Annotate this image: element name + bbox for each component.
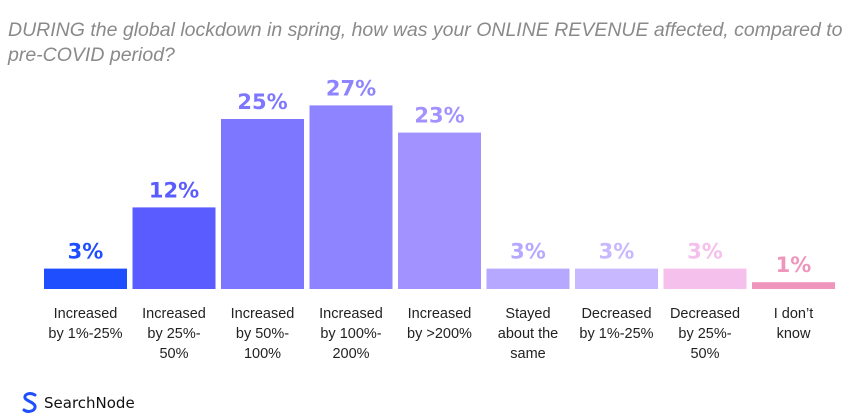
value-label-9: 1% [776,253,812,277]
value-label-1: 3% [68,240,104,264]
bar-4 [309,105,393,290]
category-label-8: Decreased by 25%-50% [670,306,740,362]
bar-2 [132,207,216,289]
category-label-4: Increased by 100%-200% [319,306,383,362]
category-label-2: Increased by 25%-50% [142,306,206,362]
bar-5 [398,132,481,289]
value-label-4: 27% [326,76,376,100]
category-label-9: I don’t know [774,306,814,342]
value-label-3: 25% [237,90,287,114]
value-label-6: 3% [510,240,546,264]
bar-8 [663,268,747,289]
bar-3 [221,119,304,289]
searchnode-logo-icon [22,392,37,413]
value-label-8: 3% [687,240,723,264]
bar-9 [752,282,835,289]
category-label-5: Increased by >200% [407,306,472,342]
bar-6 [486,268,570,289]
bar-1 [44,268,127,289]
value-label-5: 23% [414,104,464,128]
value-label-7: 3% [599,240,635,264]
bar-chart: 3% Increased by 1%-25% 12% Increased by 25%-5… [44,76,835,362]
chart-title: DURING the global lockdown in spring, ho… [8,19,843,66]
category-label-7: Decreased by 1%-25% [579,306,653,342]
brand-name: SearchNode [44,394,135,412]
category-label-1: Increased by 1%-25% [48,306,122,342]
bar-7 [575,268,658,289]
brand-logo: SearchNode [22,391,135,415]
category-label-3: Increased by 50%-100% [231,306,295,362]
category-label-6: Stayed about the same [498,306,558,362]
value-label-2: 12% [149,178,199,202]
